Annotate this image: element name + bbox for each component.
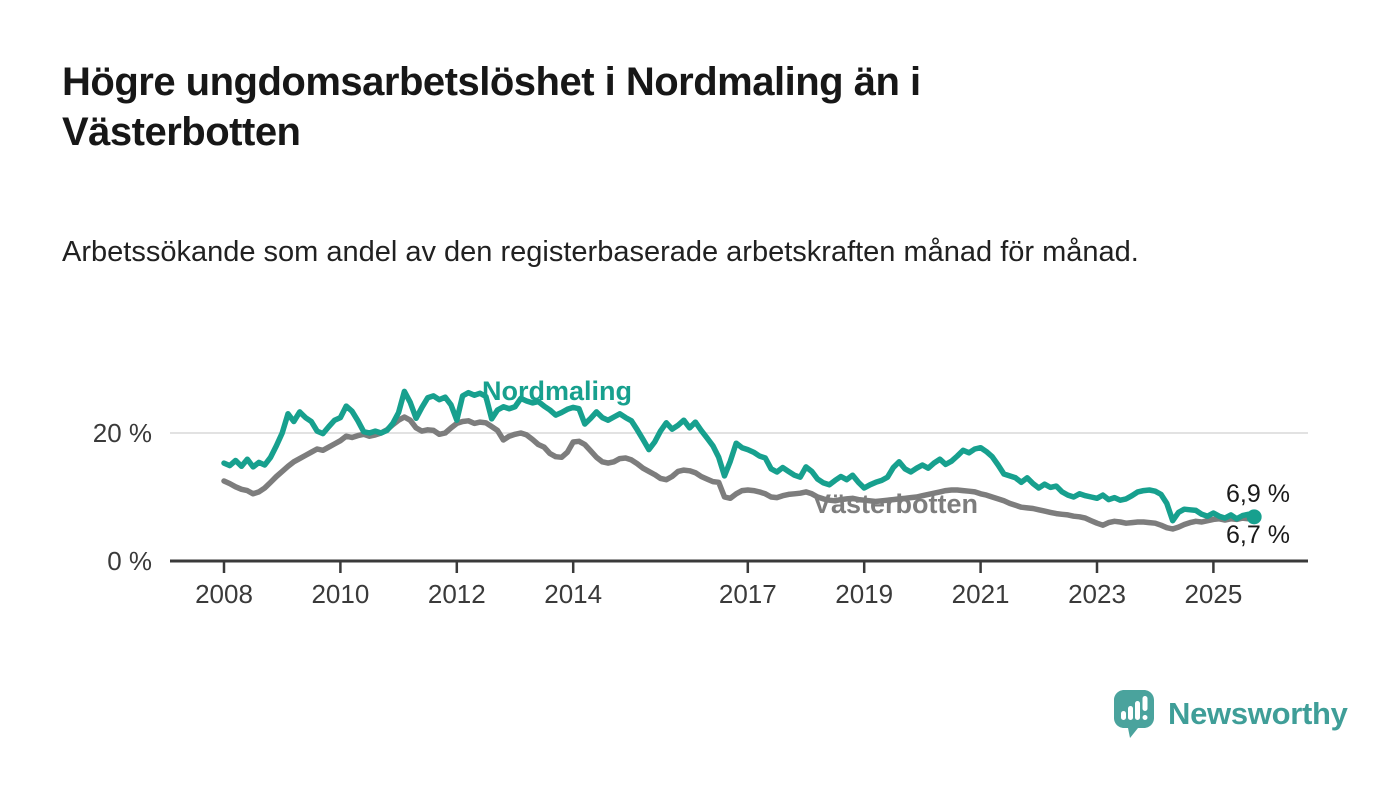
chart-subtitle: Arbetssökande som andel av den registerb… <box>62 236 1139 268</box>
speech-bubble-shape <box>1114 690 1154 738</box>
nordmaling-series-line <box>221 388 1257 524</box>
x-axis-tick-label: 2025 <box>1184 579 1242 609</box>
vasterbotten-series-label: Västerbotten <box>813 489 979 519</box>
series-group <box>221 388 1262 532</box>
x-axis-tick-label: 2008 <box>195 579 253 609</box>
bar-chart-icon <box>1121 696 1148 720</box>
nordmaling-series-label: Nordmaling <box>482 376 633 406</box>
y-axis-label: 0 % <box>107 546 152 576</box>
nordmaling-end-value-label: 6,9 % <box>1226 480 1290 508</box>
vasterbotten-end-value-label: 6,7 % <box>1226 521 1290 549</box>
x-axis-tick-label: 2017 <box>719 579 777 609</box>
x-axis-tick-label: 2010 <box>311 579 369 609</box>
x-axis-tick-label: 2014 <box>544 579 602 609</box>
newsworthy-logo: Newsworthy <box>1113 689 1348 739</box>
x-axis-tick-label: 2023 <box>1068 579 1126 609</box>
nordmaling-end-dot <box>1246 509 1262 525</box>
newsworthy-speech-bubble-icon <box>1114 690 1154 738</box>
axis-group: 0 % 20 % 2008 2010 2012 2014 2017 2019 2021 2023 2… <box>93 418 1308 609</box>
bar-large <box>1135 701 1140 720</box>
y-axis-label: 20 % <box>93 418 152 448</box>
newsworthy-logo-text: Newsworthy <box>1168 696 1348 731</box>
x-axis-tick-label: 2012 <box>428 579 486 609</box>
exclamation-dot <box>1142 715 1148 720</box>
page-title: Högre ungdomsarbetslöshet i Nordmaling ä… <box>62 60 921 154</box>
bar-medium <box>1128 706 1133 720</box>
exclamation-bar <box>1142 696 1148 711</box>
x-axis-tick-label: 2021 <box>952 579 1010 609</box>
bar-small <box>1121 711 1126 720</box>
x-axis-tick-label: 2019 <box>835 579 893 609</box>
